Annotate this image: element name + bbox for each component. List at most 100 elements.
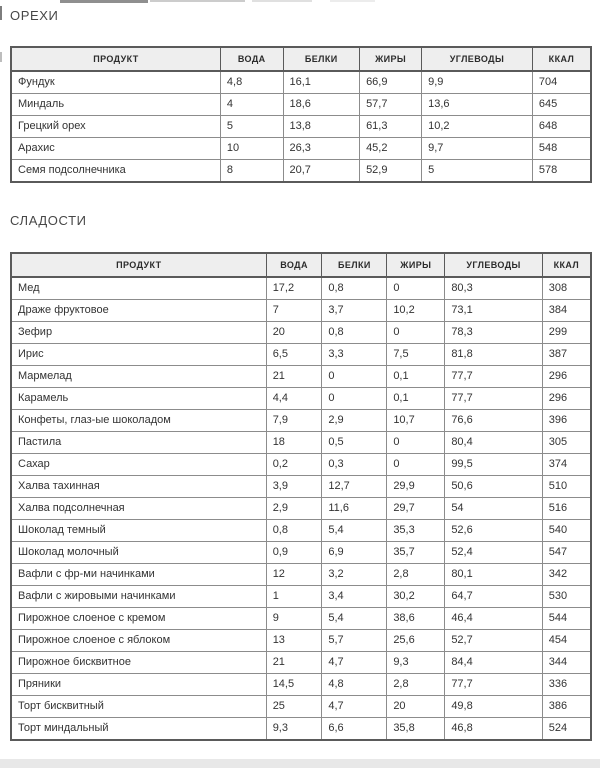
table-row: Ирис 6,5 3,3 7,5 81,8 387 <box>10 343 592 366</box>
value-cell: 342 <box>541 563 592 586</box>
value-cell: 80,3 <box>444 276 543 300</box>
value-cell: 21 <box>265 365 323 388</box>
header-row: ПРОДУКТ ВОДА БЕЛКИ ЖИРЫ УГЛЕВОДЫ ККАЛ <box>10 252 592 278</box>
value-cell: 9,9 <box>421 70 533 94</box>
table-row: Миндаль 4 18,6 57,7 13,6 645 <box>10 93 592 116</box>
table-row: Мармелад 21 0 0,1 77,7 296 <box>10 365 592 388</box>
value-cell: 25,6 <box>386 629 446 652</box>
value-cell: 17,2 <box>265 276 323 300</box>
value-cell: 99,5 <box>444 453 543 476</box>
product-cell: Карамель <box>10 387 267 410</box>
value-cell: 8 <box>219 159 284 183</box>
value-cell: 9,3 <box>265 717 323 741</box>
section-title-nuts: ОРЕХИ <box>10 8 59 23</box>
value-cell: 0,5 <box>321 431 388 454</box>
table-row: Арахис 10 26,3 45,2 9,7 548 <box>10 137 592 160</box>
column-header: УГЛЕВОДЫ <box>444 252 543 278</box>
table-row: Грецкий орех 5 13,8 61,3 10,2 648 <box>10 115 592 138</box>
value-cell: 12 <box>265 563 323 586</box>
column-header: ЖИРЫ <box>386 252 446 278</box>
value-cell: 14,5 <box>265 673 323 696</box>
value-cell: 5,4 <box>321 607 388 630</box>
table-row: Пирожное слоеное с кремом 9 5,4 38,6 46,4 544 <box>10 607 592 630</box>
value-cell: 20,7 <box>282 159 361 183</box>
product-cell: Миндаль <box>10 93 221 116</box>
value-cell: 52,9 <box>359 159 423 183</box>
product-cell: Ирис <box>10 343 267 366</box>
product-cell: Семя подсолнечника <box>10 159 221 183</box>
value-cell: 26,3 <box>282 137 361 160</box>
value-cell: 46,8 <box>444 717 543 741</box>
value-cell: 2,8 <box>386 563 446 586</box>
table-row: Конфеты, глаз-ые шоколадом 7,9 2,9 10,7 76,6… <box>10 409 592 432</box>
value-cell: 0,3 <box>321 453 388 476</box>
value-cell: 0,9 <box>265 541 323 564</box>
column-header: ПРОДУКТ <box>10 46 221 72</box>
nuts-table: ПРОДУКТ ВОДА БЕЛКИ ЖИРЫ УГЛЕВОДЫ ККАЛ Фундук 4,… <box>10 46 592 183</box>
product-cell: Пирожное бисквитное <box>10 651 267 674</box>
value-cell: 9 <box>265 607 323 630</box>
crop-artifact-top <box>150 0 245 2</box>
value-cell: 516 <box>541 497 592 520</box>
value-cell: 0,1 <box>386 365 446 388</box>
product-cell: Сахар <box>10 453 267 476</box>
table-row: Пастила 18 0,5 0 80,4 305 <box>10 431 592 454</box>
value-cell: 384 <box>541 299 592 322</box>
value-cell: 46,4 <box>444 607 543 630</box>
value-cell: 52,7 <box>444 629 543 652</box>
column-header: ВОДА <box>265 252 323 278</box>
product-cell: Вафли с фр-ми начинками <box>10 563 267 586</box>
value-cell: 3,7 <box>321 299 388 322</box>
value-cell: 305 <box>541 431 592 454</box>
value-cell: 4 <box>219 93 284 116</box>
value-cell: 308 <box>541 276 592 300</box>
product-cell: Пастила <box>10 431 267 454</box>
value-cell: 13,8 <box>282 115 361 138</box>
value-cell: 18 <box>265 431 323 454</box>
table-row: Пряники 14,5 4,8 2,8 77,7 336 <box>10 673 592 696</box>
value-cell: 374 <box>541 453 592 476</box>
value-cell: 30,2 <box>386 585 446 608</box>
product-cell: Драже фруктовое <box>10 299 267 322</box>
table-row: Мед 17,2 0,8 0 80,3 308 <box>10 276 592 300</box>
value-cell: 80,4 <box>444 431 543 454</box>
value-cell: 0 <box>386 453 446 476</box>
table-row: Шоколад темный 0,8 5,4 35,3 52,6 540 <box>10 519 592 542</box>
column-header: ККАЛ <box>531 46 592 72</box>
value-cell: 35,8 <box>386 717 446 741</box>
table-row: Фундук 4,8 16,1 66,9 9,9 704 <box>10 70 592 94</box>
value-cell: 5,4 <box>321 519 388 542</box>
table-row: Халва тахинная 3,9 12,7 29,9 50,6 510 <box>10 475 592 498</box>
value-cell: 0,1 <box>386 387 446 410</box>
crop-artifact-top <box>330 0 375 2</box>
value-cell: 4,7 <box>321 695 388 718</box>
value-cell: 61,3 <box>359 115 423 138</box>
value-cell: 0,8 <box>321 276 388 300</box>
value-cell: 4,4 <box>265 387 323 410</box>
value-cell: 77,7 <box>444 387 543 410</box>
value-cell: 10 <box>219 137 284 160</box>
value-cell: 0,8 <box>321 321 388 344</box>
value-cell: 4,8 <box>321 673 388 696</box>
value-cell: 3,9 <box>265 475 323 498</box>
product-cell: Зефир <box>10 321 267 344</box>
value-cell: 49,8 <box>444 695 543 718</box>
value-cell: 9,7 <box>421 137 533 160</box>
value-cell: 5,7 <box>321 629 388 652</box>
value-cell: 7 <box>265 299 323 322</box>
header-row: ПРОДУКТ ВОДА БЕЛКИ ЖИРЫ УГЛЕВОДЫ ККАЛ <box>10 46 592 72</box>
value-cell: 3,3 <box>321 343 388 366</box>
value-cell: 25 <box>265 695 323 718</box>
product-cell: Вафли с жировыми начинками <box>10 585 267 608</box>
value-cell: 80,1 <box>444 563 543 586</box>
value-cell: 336 <box>541 673 592 696</box>
product-cell: Халва тахинная <box>10 475 267 498</box>
value-cell: 21 <box>265 651 323 674</box>
value-cell: 0,8 <box>265 519 323 542</box>
value-cell: 12,7 <box>321 475 388 498</box>
product-cell: Халва подсолнечная <box>10 497 267 520</box>
value-cell: 77,7 <box>444 673 543 696</box>
value-cell: 2,9 <box>321 409 388 432</box>
value-cell: 296 <box>541 387 592 410</box>
